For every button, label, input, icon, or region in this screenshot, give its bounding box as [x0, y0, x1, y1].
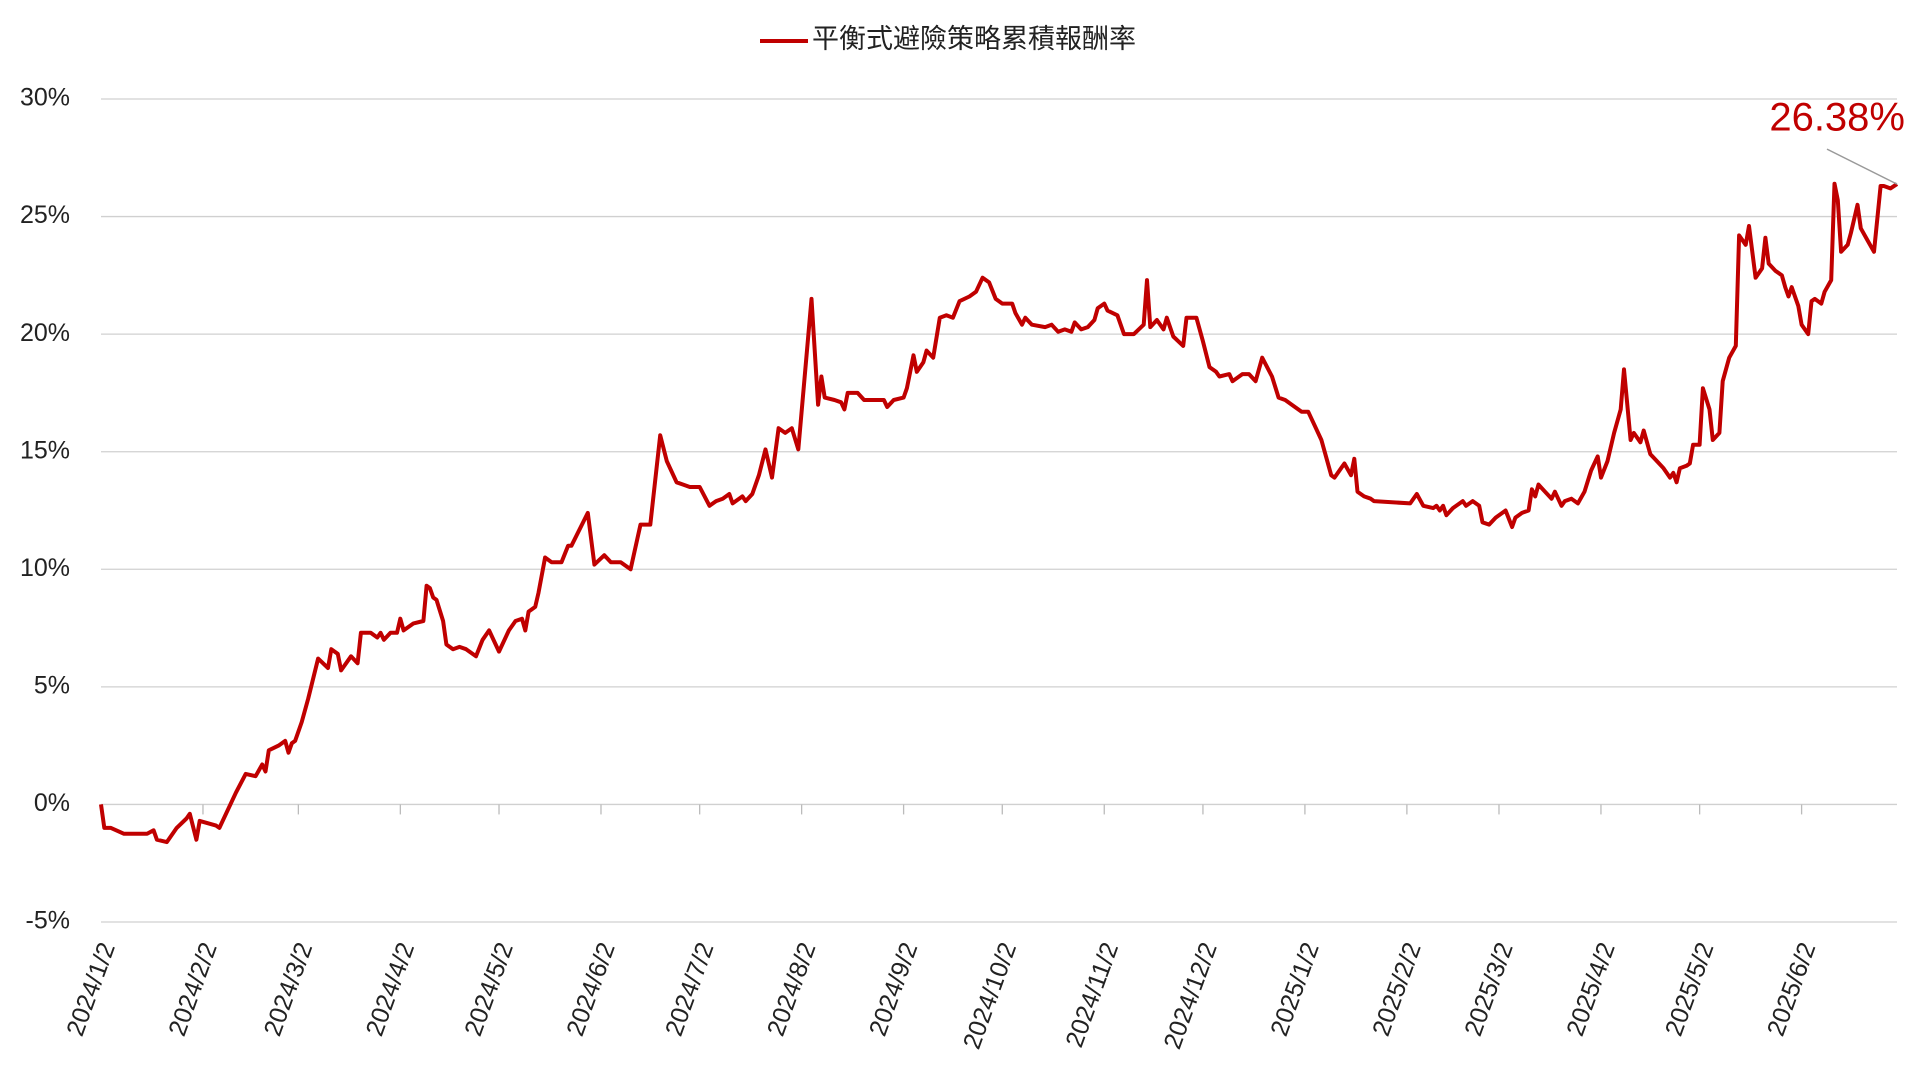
x-tick-label: 2024/5/2 [459, 939, 519, 1040]
y-tick-label: 25% [20, 201, 70, 229]
x-tick-label: 2024/1/2 [61, 939, 121, 1040]
x-tick-label: 2024/7/2 [660, 939, 720, 1040]
annotation: 26.38% [1769, 96, 1905, 140]
x-tick-label: 2024/10/2 [958, 939, 1022, 1053]
y-tick-label: 20% [20, 319, 70, 347]
x-tick-label: 2025/3/2 [1459, 939, 1519, 1040]
x-tick-label: 2024/8/2 [762, 939, 822, 1040]
x-tick-label: 2024/4/2 [361, 939, 421, 1040]
y-tick-label: -5% [26, 907, 70, 935]
x-tick-label: 2025/5/2 [1660, 939, 1720, 1040]
x-tick-label: 2025/4/2 [1561, 939, 1621, 1040]
x-tick-label: 2025/1/2 [1265, 939, 1325, 1040]
y-tick-label: 0% [34, 789, 70, 817]
legend-label: 平衡式避險策略累積報酬率 [812, 24, 1136, 54]
x-tick-label: 2025/2/2 [1367, 939, 1427, 1040]
series-line [99, 181, 1899, 845]
y-tick-label: 30% [20, 84, 70, 112]
x-tick-label: 2024/11/2 [1060, 939, 1124, 1051]
annotation-leader [1826, 148, 1898, 185]
x-tick-label: 2024/12/2 [1158, 939, 1222, 1053]
x-tick-label: 2024/2/2 [163, 939, 223, 1040]
x-tick-label: 2024/6/2 [561, 939, 621, 1040]
y-tick-label: 15% [20, 436, 70, 464]
x-tick-label: 2024/9/2 [864, 939, 924, 1040]
y-tick-label: 10% [20, 554, 70, 582]
x-tick-label: 2025/6/2 [1762, 939, 1822, 1040]
y-tick-label: 5% [34, 671, 70, 699]
x-tick-label: 2024/3/2 [259, 939, 319, 1040]
